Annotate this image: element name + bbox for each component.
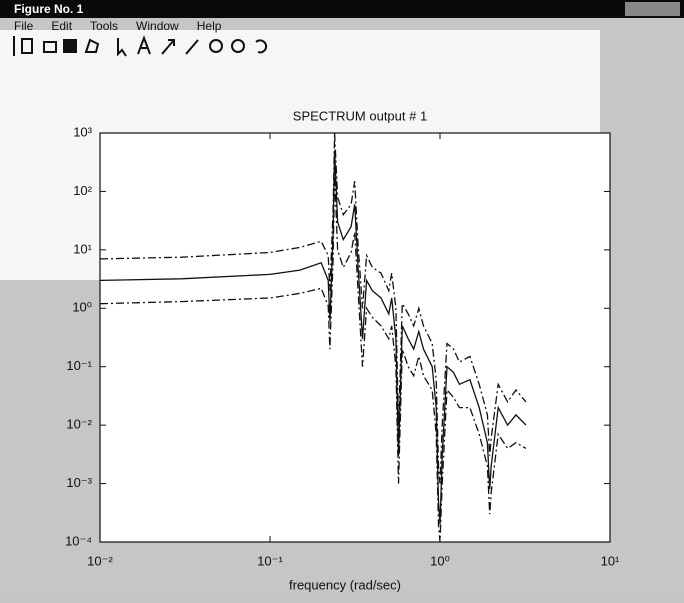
x-axis-label: frequency (rad/sec) bbox=[289, 577, 401, 592]
x-tick-label: 10⁻¹ bbox=[257, 553, 283, 568]
series-line bbox=[99, 173, 527, 543]
plot-area bbox=[99, 132, 611, 543]
chart-title: SPECTRUM output # 1 bbox=[293, 108, 427, 123]
tool-zoom-in[interactable] bbox=[209, 39, 223, 53]
menu-item[interactable]: Help bbox=[197, 19, 222, 33]
series-line bbox=[99, 132, 527, 484]
menu-item[interactable]: Edit bbox=[51, 19, 72, 33]
y-tick-label: 10⁻² bbox=[66, 417, 92, 432]
menu-item[interactable]: File bbox=[14, 19, 34, 33]
toolbar bbox=[13, 35, 268, 57]
y-tick-label: 10⁻⁴ bbox=[65, 533, 92, 548]
tool-new[interactable] bbox=[21, 38, 33, 54]
tool-line[interactable] bbox=[185, 39, 199, 55]
x-tick-label: 10⁰ bbox=[430, 553, 450, 568]
menu-item[interactable]: Tools bbox=[90, 19, 118, 33]
series-line bbox=[99, 150, 527, 525]
plot: 10⁻⁴ 10⁻³ 10⁻² 10⁻¹ 10⁰ 10¹ 10² 10³ 10⁻² 10⁻¹ 10⁰ 1… bbox=[65, 124, 620, 568]
y-tick-label: 10² bbox=[73, 183, 92, 198]
tool-arrow[interactable] bbox=[161, 39, 175, 55]
menu-item[interactable]: Window bbox=[136, 19, 179, 33]
window-title: Figure No. 1 bbox=[14, 2, 84, 16]
tool-print[interactable] bbox=[84, 38, 100, 53]
y-tick-label: 10⁻¹ bbox=[66, 358, 92, 373]
y-tick-label: 10⁻³ bbox=[66, 475, 92, 490]
tool-text[interactable] bbox=[137, 35, 151, 55]
x-tick-label: 10¹ bbox=[601, 553, 620, 568]
tool-zoom-out[interactable] bbox=[231, 39, 245, 53]
tool-open[interactable] bbox=[43, 41, 57, 53]
y-tick-label: 10⁰ bbox=[72, 300, 92, 315]
menu-bar: File Edit Tools Window Help bbox=[14, 19, 222, 33]
tool-select[interactable] bbox=[117, 38, 127, 57]
x-tick-label: 10⁻² bbox=[87, 553, 113, 568]
tool-rotate[interactable] bbox=[255, 39, 268, 54]
tool-save[interactable] bbox=[63, 39, 77, 53]
title-bar bbox=[0, 0, 684, 18]
y-tick-label: 10¹ bbox=[73, 241, 92, 256]
y-tick-label: 10³ bbox=[73, 124, 92, 139]
window-buttons[interactable] bbox=[625, 2, 680, 16]
